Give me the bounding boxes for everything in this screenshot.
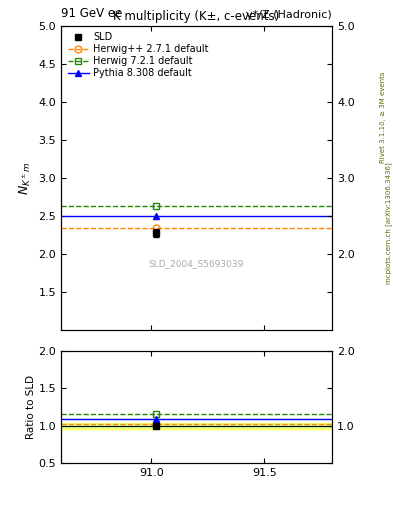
Title: K multiplicity (K±, c-events): K multiplicity (K±, c-events)	[113, 10, 280, 23]
Text: Rivet 3.1.10, ≥ 3M events: Rivet 3.1.10, ≥ 3M events	[380, 71, 386, 163]
Text: mcplots.cern.ch [arXiv:1306.3436]: mcplots.cern.ch [arXiv:1306.3436]	[386, 163, 393, 285]
Text: SLD_2004_S5693039: SLD_2004_S5693039	[149, 259, 244, 268]
Y-axis label: $N_{K^\pm m}$: $N_{K^\pm m}$	[18, 161, 33, 195]
Text: γ*/Z (Hadronic): γ*/Z (Hadronic)	[246, 10, 332, 20]
Y-axis label: Ratio to SLD: Ratio to SLD	[26, 375, 35, 439]
Text: 91 GeV ee: 91 GeV ee	[61, 8, 122, 20]
Legend: SLD, Herwig++ 2.7.1 default, Herwig 7.2.1 default, Pythia 8.308 default: SLD, Herwig++ 2.7.1 default, Herwig 7.2.…	[64, 29, 212, 82]
